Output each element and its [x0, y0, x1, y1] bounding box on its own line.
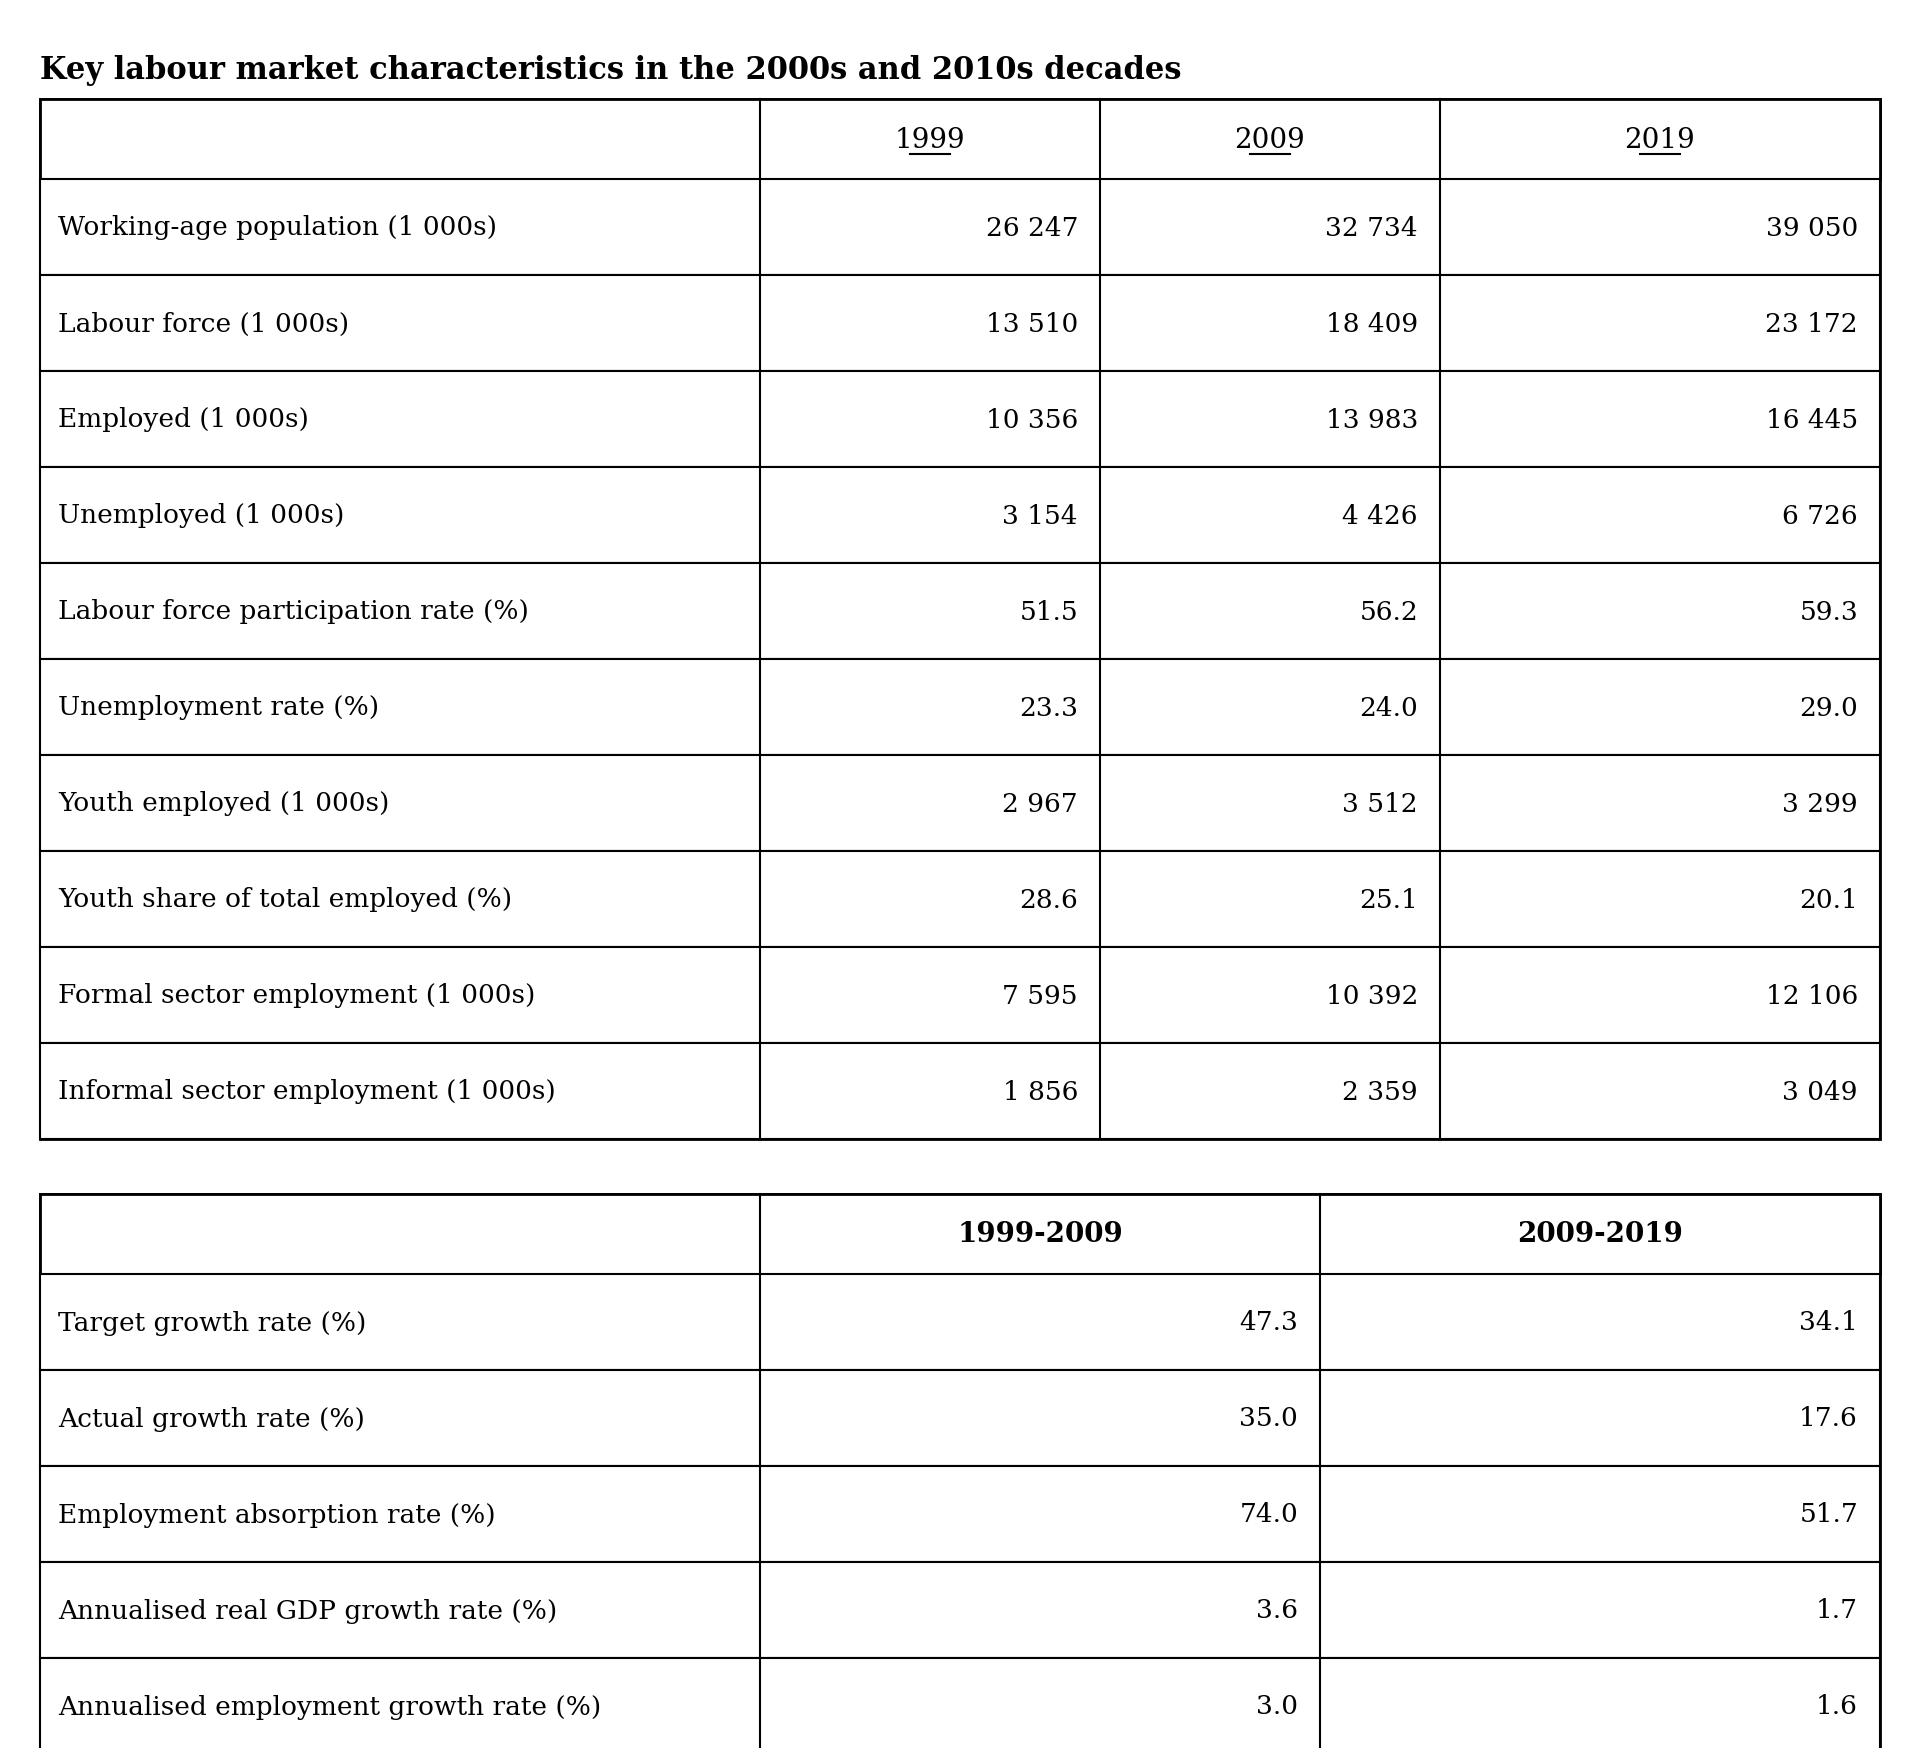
- Bar: [40, 1194, 1880, 1274]
- Text: 13 510: 13 510: [985, 311, 1077, 336]
- Text: Youth employed (1 000s): Youth employed (1 000s): [58, 792, 390, 816]
- Text: 39 050: 39 050: [1766, 215, 1859, 241]
- Text: Unemployment rate (%): Unemployment rate (%): [58, 696, 378, 720]
- Text: 51.7: 51.7: [1799, 1502, 1859, 1526]
- Bar: [40, 1274, 1880, 1370]
- Text: Employment absorption rate (%): Employment absorption rate (%): [58, 1502, 495, 1526]
- Text: 1.7: 1.7: [1816, 1598, 1859, 1622]
- Text: Employed (1 000s): Employed (1 000s): [58, 407, 309, 432]
- Text: 3 154: 3 154: [1002, 503, 1077, 528]
- Text: 28.6: 28.6: [1020, 886, 1077, 912]
- Text: Informal sector employment (1 000s): Informal sector employment (1 000s): [58, 1079, 555, 1105]
- Text: 32 734: 32 734: [1325, 215, 1419, 241]
- Text: Labour force participation rate (%): Labour force participation rate (%): [58, 600, 528, 624]
- Text: 3 049: 3 049: [1782, 1079, 1859, 1105]
- Bar: [40, 1563, 1880, 1659]
- Text: 18 409: 18 409: [1327, 311, 1419, 336]
- Text: Formal sector employment (1 000s): Formal sector employment (1 000s): [58, 982, 536, 1009]
- Text: 56.2: 56.2: [1359, 600, 1419, 624]
- Bar: [40, 851, 1880, 947]
- Text: 16 445: 16 445: [1766, 407, 1859, 432]
- Bar: [40, 659, 1880, 755]
- Text: Labour force (1 000s): Labour force (1 000s): [58, 311, 349, 336]
- Text: 2 359: 2 359: [1342, 1079, 1419, 1105]
- Text: 1999: 1999: [895, 126, 966, 154]
- Text: 25.1: 25.1: [1359, 886, 1419, 912]
- Bar: [40, 1370, 1880, 1467]
- Text: 1 856: 1 856: [1002, 1079, 1077, 1105]
- Text: 3.0: 3.0: [1256, 1694, 1298, 1718]
- Text: 51.5: 51.5: [1020, 600, 1077, 624]
- Text: 26 247: 26 247: [985, 215, 1077, 241]
- Text: 3 512: 3 512: [1342, 792, 1419, 816]
- Text: 10 392: 10 392: [1325, 982, 1419, 1009]
- Text: 1.6: 1.6: [1816, 1694, 1859, 1718]
- Text: 13 983: 13 983: [1325, 407, 1419, 432]
- Bar: [40, 1044, 1880, 1140]
- Text: 59.3: 59.3: [1799, 600, 1859, 624]
- Text: 34.1: 34.1: [1799, 1309, 1859, 1335]
- Text: 4 426: 4 426: [1342, 503, 1419, 528]
- Bar: [40, 276, 1880, 372]
- Bar: [40, 755, 1880, 851]
- Bar: [40, 947, 1880, 1044]
- Text: 2009-2019: 2009-2019: [1517, 1220, 1684, 1248]
- Text: 47.3: 47.3: [1238, 1309, 1298, 1335]
- Bar: [40, 372, 1880, 468]
- Bar: [40, 1194, 1880, 1748]
- Text: Actual growth rate (%): Actual growth rate (%): [58, 1405, 365, 1430]
- Text: 2019: 2019: [1624, 126, 1695, 154]
- Text: Annualised employment growth rate (%): Annualised employment growth rate (%): [58, 1694, 601, 1718]
- Bar: [40, 100, 1880, 1140]
- Text: Unemployed (1 000s): Unemployed (1 000s): [58, 503, 344, 528]
- Text: 3.6: 3.6: [1256, 1598, 1298, 1622]
- Text: 1999-2009: 1999-2009: [958, 1220, 1123, 1248]
- Text: 2 967: 2 967: [1002, 792, 1077, 816]
- Text: 17.6: 17.6: [1799, 1405, 1859, 1430]
- Bar: [40, 100, 1880, 180]
- Text: 20.1: 20.1: [1799, 886, 1859, 912]
- Text: 6 726: 6 726: [1782, 503, 1859, 528]
- Text: 35.0: 35.0: [1238, 1405, 1298, 1430]
- Text: 23 172: 23 172: [1764, 311, 1859, 336]
- Text: 3 299: 3 299: [1782, 792, 1859, 816]
- Text: Youth share of total employed (%): Youth share of total employed (%): [58, 886, 513, 912]
- Text: Annualised real GDP growth rate (%): Annualised real GDP growth rate (%): [58, 1598, 557, 1622]
- Text: 2009: 2009: [1235, 126, 1306, 154]
- Text: 10 356: 10 356: [985, 407, 1077, 432]
- Bar: [40, 468, 1880, 563]
- Text: 12 106: 12 106: [1766, 982, 1859, 1009]
- Text: Working-age population (1 000s): Working-age population (1 000s): [58, 215, 497, 241]
- Text: 24.0: 24.0: [1359, 696, 1419, 720]
- Text: 23.3: 23.3: [1020, 696, 1077, 720]
- Text: Target growth rate (%): Target growth rate (%): [58, 1309, 367, 1335]
- Bar: [40, 180, 1880, 276]
- Text: Key labour market characteristics in the 2000s and 2010s decades: Key labour market characteristics in the…: [40, 54, 1181, 86]
- Text: 74.0: 74.0: [1238, 1502, 1298, 1526]
- Text: 7 595: 7 595: [1002, 982, 1077, 1009]
- Bar: [40, 563, 1880, 659]
- Bar: [40, 1659, 1880, 1748]
- Bar: [40, 1467, 1880, 1563]
- Text: 29.0: 29.0: [1799, 696, 1859, 720]
